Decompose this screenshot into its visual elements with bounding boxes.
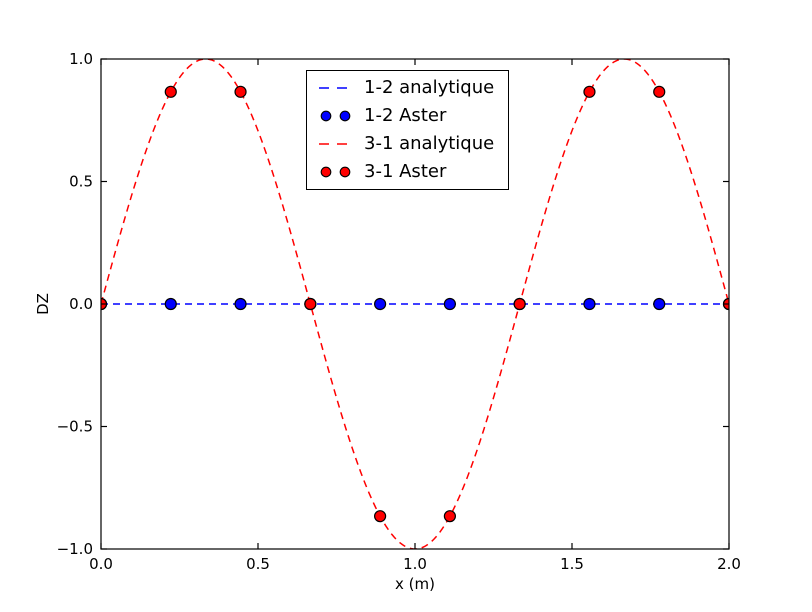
tick-labels: 0.0 0.5 1.0 1.5 2.0 1.0 0.5 0.0 −0.5 −1.0 xyxy=(57,50,741,573)
data-point xyxy=(653,297,666,311)
legend-item: 3-1 Aster xyxy=(317,158,494,186)
legend-dot-sample xyxy=(320,166,332,178)
legend-item-label: 3-1 Aster xyxy=(364,161,447,182)
x-tick-label: 0.5 xyxy=(246,555,270,573)
data-point xyxy=(583,297,596,311)
data-point xyxy=(164,85,177,98)
legend-dot-sample xyxy=(320,110,332,122)
data-point xyxy=(653,85,666,98)
x-tick-label: 1.5 xyxy=(560,555,584,573)
data-point xyxy=(443,297,456,311)
legend-dashed-line-red-icon xyxy=(319,143,351,145)
legend-item: 1-2 Aster xyxy=(317,102,494,130)
legend-dot-sample xyxy=(339,166,351,178)
data-point xyxy=(374,297,387,311)
y-tick-label: 0.5 xyxy=(69,173,93,191)
legend-item-label: 3-1 analytique xyxy=(364,133,495,154)
data-point xyxy=(583,85,596,98)
data-point xyxy=(234,297,247,311)
x-tick-label: 1.0 xyxy=(403,555,427,573)
x-axis-label: x (m) xyxy=(395,575,435,593)
legend-marker-dots-blue-icon xyxy=(320,110,351,122)
data-point xyxy=(374,510,387,523)
legend-dot-sample xyxy=(339,110,351,122)
data-point xyxy=(443,510,456,523)
data-point xyxy=(164,297,177,311)
x-tick-label: 2.0 xyxy=(717,555,741,573)
legend-item-label: 1-2 Aster xyxy=(364,105,447,126)
plot-data-layer xyxy=(101,59,729,549)
legend-marker-dots-red-icon xyxy=(320,166,351,178)
data-point xyxy=(234,85,247,98)
y-tick-label: 1.0 xyxy=(69,50,93,68)
ticks xyxy=(100,58,730,550)
x-tick-label: 0.0 xyxy=(89,555,113,573)
legend-item: 1-2 analytique xyxy=(317,74,494,102)
data-point xyxy=(513,297,526,311)
legend-dashed-line-blue-icon xyxy=(319,87,351,89)
y-tick-label: −0.5 xyxy=(57,418,93,436)
legend-item: 3-1 analytique xyxy=(317,130,494,158)
y-tick-label: −1.0 xyxy=(57,540,93,558)
legend-item-label: 1-2 analytique xyxy=(364,77,495,98)
y-axis-label: DZ xyxy=(34,293,52,315)
legend: 1-2 analytique 1-2 Aster 3-1 analytique … xyxy=(306,70,510,190)
data-point xyxy=(304,297,317,311)
y-tick-label: 0.0 xyxy=(69,295,93,313)
